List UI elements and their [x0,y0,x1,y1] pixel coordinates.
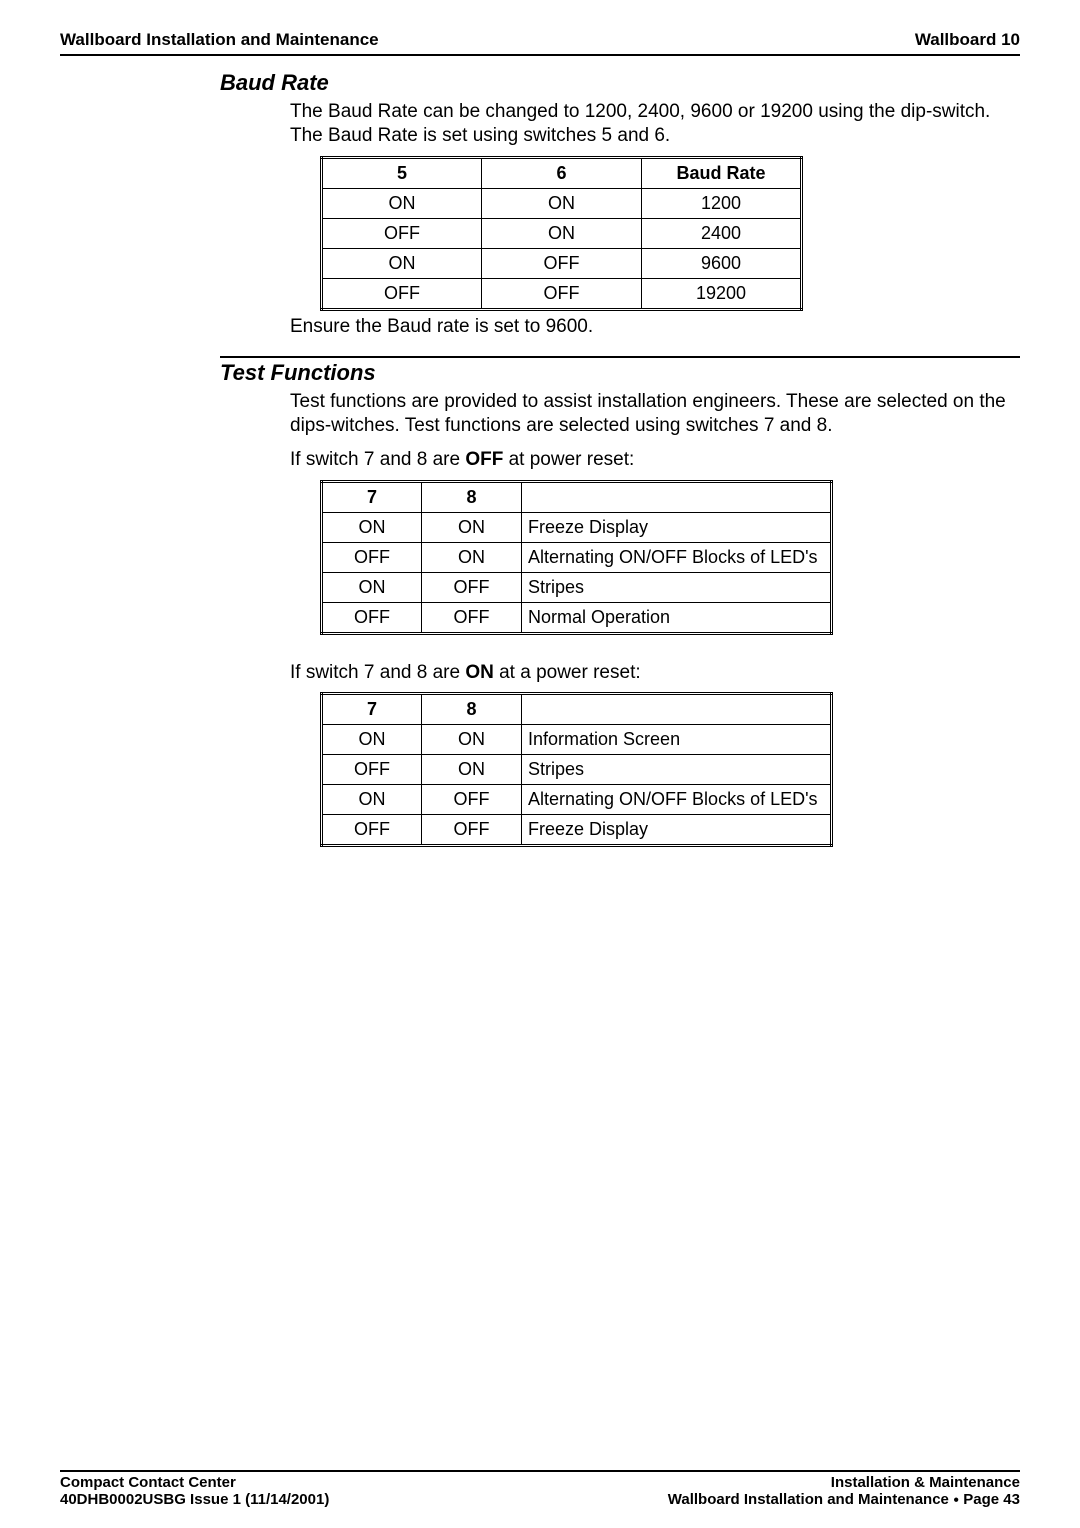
col-header-desc [522,481,832,512]
table-row: ON ON 1200 [322,188,802,218]
cell: Normal Operation [522,602,832,633]
col-header-desc [522,694,832,725]
table-row: ON ON Information Screen [322,725,832,755]
cell: OFF [482,278,642,309]
cell: Stripes [522,572,832,602]
cell: 2400 [642,218,802,248]
cell: OFF [422,815,522,846]
cell: OFF [322,602,422,633]
cell: Stripes [522,755,832,785]
footer-right-2a: Wallboard Installation and Maintenance [668,1491,953,1508]
page: Wallboard Installation and Maintenance W… [0,0,1080,1528]
text: at a power reset: [494,662,641,683]
text: at power reset: [503,449,634,470]
cell: OFF [322,542,422,572]
col-header-7: 7 [322,481,422,512]
cell: ON [322,785,422,815]
cell: ON [322,725,422,755]
cell: 1200 [642,188,802,218]
cell: ON [482,218,642,248]
text: If switch 7 and 8 are [290,662,465,683]
section-rule-test [220,356,1020,358]
footer-right-2: Wallboard Installation and Maintenance ●… [668,1491,1020,1508]
baud-rate-table: 5 6 Baud Rate ON ON 1200 OFF ON 2400 ON … [320,156,803,311]
page-header: Wallboard Installation and Maintenance W… [60,30,1020,54]
cell: OFF [322,755,422,785]
cell: ON [422,542,522,572]
cell: OFF [322,815,422,846]
cell: Alternating ON/OFF Blocks of LED's [522,785,832,815]
text-bold: ON [465,662,494,683]
page-footer: Compact Contact Center Installation & Ma… [60,1470,1020,1508]
cell: OFF [422,572,522,602]
cell: ON [322,188,482,218]
cell: ON [422,755,522,785]
table-row: ON OFF Alternating ON/OFF Blocks of LED'… [322,785,832,815]
table-header-row: 5 6 Baud Rate [322,157,802,188]
table-row: ON ON Freeze Display [322,512,832,542]
text: If switch 7 and 8 are [290,449,465,470]
test-on-intro: If switch 7 and 8 are ON at a power rese… [290,661,1020,685]
table-row: OFF ON Alternating ON/OFF Blocks of LED'… [322,542,832,572]
footer-left-2: 40DHB0002USBG Issue 1 (11/14/2001) [60,1491,329,1508]
table-header-row: 7 8 [322,694,832,725]
header-rule [60,54,1020,56]
col-header-8: 8 [422,694,522,725]
footer-right-1: Installation & Maintenance [831,1474,1020,1491]
col-header-baud: Baud Rate [642,157,802,188]
cell: ON [322,572,422,602]
test-off-table: 7 8 ON ON Freeze Display OFF ON Alternat… [320,480,833,635]
cell: ON [322,248,482,278]
cell: Alternating ON/OFF Blocks of LED's [522,542,832,572]
table-row: ON OFF Stripes [322,572,832,602]
cell: Freeze Display [522,815,832,846]
header-right: Wallboard 10 [915,30,1020,50]
section-title-baud: Baud Rate [220,70,1020,96]
baud-note: Ensure the Baud rate is set to 9600. [290,315,1020,339]
cell: OFF [482,248,642,278]
cell: Information Screen [522,725,832,755]
cell: OFF [322,218,482,248]
table-row: ON OFF 9600 [322,248,802,278]
cell: OFF [422,602,522,633]
cell: ON [422,512,522,542]
cell: 9600 [642,248,802,278]
cell: OFF [422,785,522,815]
table-row: OFF ON 2400 [322,218,802,248]
header-left: Wallboard Installation and Maintenance [60,30,379,50]
footer-right-2b: Page 43 [959,1491,1020,1508]
cell: Freeze Display [522,512,832,542]
col-header-6: 6 [482,157,642,188]
table-header-row: 7 8 [322,481,832,512]
text-bold: OFF [465,449,503,470]
cell: ON [422,725,522,755]
section-title-test: Test Functions [220,360,1020,386]
test-off-intro: If switch 7 and 8 are OFF at power reset… [290,448,1020,472]
table-row: OFF ON Stripes [322,755,832,785]
col-header-7: 7 [322,694,422,725]
test-paragraph: Test functions are provided to assist in… [290,390,1020,438]
table-row: OFF OFF 19200 [322,278,802,309]
footer-left-1: Compact Contact Center [60,1474,236,1491]
cell: OFF [322,278,482,309]
footer-rule [60,1470,1020,1472]
cell: ON [322,512,422,542]
col-header-5: 5 [322,157,482,188]
footer-row-2: 40DHB0002USBG Issue 1 (11/14/2001) Wallb… [60,1491,1020,1508]
table-row: OFF OFF Normal Operation [322,602,832,633]
table-row: OFF OFF Freeze Display [322,815,832,846]
test-on-table: 7 8 ON ON Information Screen OFF ON Stri… [320,692,833,847]
cell: 19200 [642,278,802,309]
cell: ON [482,188,642,218]
col-header-8: 8 [422,481,522,512]
footer-row-1: Compact Contact Center Installation & Ma… [60,1474,1020,1491]
baud-paragraph: The Baud Rate can be changed to 1200, 24… [290,100,1020,148]
